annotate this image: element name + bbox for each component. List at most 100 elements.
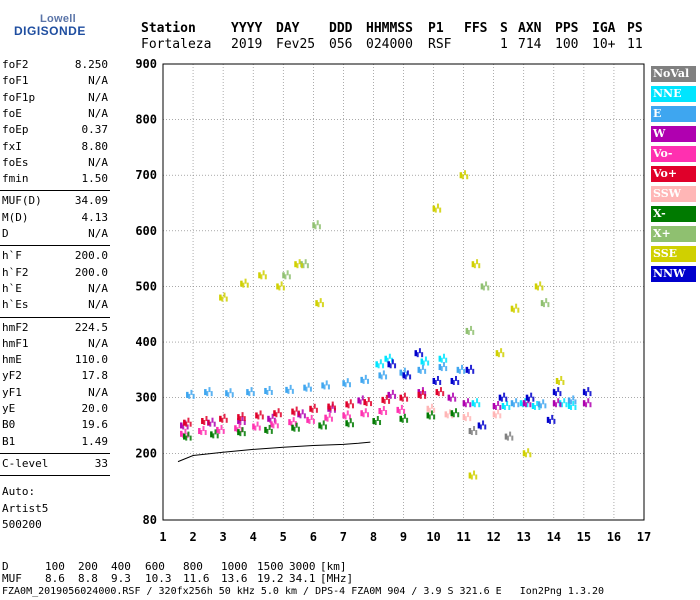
- point-w: [211, 417, 214, 423]
- param-row-g2-1: M(D) 4.13: [2, 211, 108, 227]
- point-vo-: [279, 412, 282, 418]
- point-x-: [286, 270, 289, 276]
- distance-value: 800: [183, 560, 203, 573]
- distance-value: 100: [45, 560, 65, 573]
- point-vo-: [398, 408, 401, 414]
- point-sse: [434, 207, 437, 213]
- point-sse: [515, 303, 518, 309]
- point-vo-: [344, 414, 347, 420]
- point-sse: [282, 285, 285, 291]
- point-e: [574, 399, 577, 405]
- point-vo-: [333, 405, 336, 411]
- point-x-: [467, 329, 470, 335]
- point-nnw: [482, 420, 485, 426]
- point-x-: [282, 272, 285, 279]
- point-e: [385, 374, 388, 380]
- point-sse: [522, 450, 526, 457]
- point-nne: [473, 402, 476, 408]
- point-nnw: [582, 389, 586, 396]
- point-x-: [433, 414, 436, 420]
- point-ssw: [448, 409, 451, 415]
- param-value: 1.50: [81, 172, 109, 186]
- header-value-iga: 10+: [592, 37, 616, 52]
- point-sse: [464, 170, 467, 176]
- header-value-ddd: 056: [329, 37, 353, 52]
- point-sse: [562, 379, 565, 385]
- header-value-hhmmss: 024000: [366, 37, 413, 52]
- point-e: [517, 402, 520, 408]
- point-x-: [482, 285, 485, 291]
- point-nne: [536, 401, 539, 406]
- point-vo-: [243, 416, 246, 422]
- point-sse: [225, 296, 228, 302]
- header-label-ffs: FFS: [464, 21, 488, 36]
- y-tick-labels: 80 200 300 400 500 600 700 800 900: [135, 57, 157, 527]
- point-e: [403, 367, 406, 373]
- point-nne: [506, 401, 509, 406]
- param-separator: [0, 190, 110, 192]
- point-vo-: [293, 410, 296, 416]
- distance-value: 1000: [221, 560, 248, 573]
- point-x-: [545, 298, 548, 304]
- point-nne: [563, 398, 566, 404]
- point-vo-: [380, 410, 383, 416]
- point-vo-: [221, 417, 224, 423]
- distance-value: 1500: [257, 560, 284, 573]
- point-vo-: [256, 421, 259, 427]
- param-value: 20.0: [81, 402, 109, 415]
- point-e: [186, 391, 189, 398]
- param-name: B0: [2, 418, 16, 432]
- x-tick-label: 7: [340, 530, 347, 544]
- point-vo-: [222, 428, 225, 434]
- x-tick-label: 8: [370, 530, 377, 544]
- point-vo-: [276, 423, 279, 429]
- point-vo-: [184, 428, 187, 434]
- param-row-g2-0: MUF(D) 34.09: [2, 194, 108, 210]
- muf-value: 34.1: [289, 572, 316, 585]
- point-e: [344, 382, 347, 388]
- point-x-: [487, 285, 490, 291]
- point-x-: [403, 413, 406, 419]
- point-e: [421, 364, 424, 370]
- point-nnw: [559, 391, 562, 397]
- point-x-: [376, 416, 379, 422]
- point-e: [461, 364, 464, 370]
- point-nnw: [525, 394, 529, 401]
- point-vo-: [385, 410, 388, 416]
- point-x-: [284, 274, 287, 280]
- point-vo-: [437, 391, 440, 397]
- point-sse: [473, 263, 476, 269]
- point-noval: [470, 430, 473, 436]
- point-nne: [420, 358, 424, 365]
- x-tick-label: 17: [637, 530, 651, 544]
- legend-item-x-: X-: [651, 206, 696, 222]
- point-nnw: [434, 379, 437, 385]
- param-name: yE: [2, 402, 16, 415]
- point-w: [213, 421, 216, 427]
- param-name: fxI: [2, 139, 22, 153]
- param-name: hmF1: [2, 336, 29, 350]
- point-nnw: [527, 396, 530, 402]
- param-row-g1-5: fxI 8.80: [2, 140, 108, 156]
- point-sse: [470, 474, 473, 480]
- legend-item-vo-: Vo-: [651, 146, 696, 162]
- point-e: [307, 382, 310, 388]
- point-x-: [304, 259, 307, 265]
- point-vo-: [419, 393, 422, 399]
- header-value-day: Fev25: [276, 37, 316, 52]
- point-vo-: [324, 414, 327, 421]
- point-vo-: [220, 424, 223, 430]
- point-nne: [478, 402, 481, 408]
- point-vo-: [439, 387, 442, 393]
- point-vo-: [315, 407, 318, 413]
- point-nne: [442, 353, 445, 359]
- legend-item-x-: X+: [651, 226, 696, 242]
- point-vo-: [203, 420, 206, 426]
- point-x-: [401, 417, 404, 423]
- point-e: [266, 389, 269, 395]
- point-nnw: [391, 359, 394, 365]
- point-e: [510, 400, 514, 407]
- point-vo-: [406, 396, 409, 402]
- point-nnw: [551, 414, 554, 420]
- param-row-g4-2: hmE 110.0: [2, 353, 108, 369]
